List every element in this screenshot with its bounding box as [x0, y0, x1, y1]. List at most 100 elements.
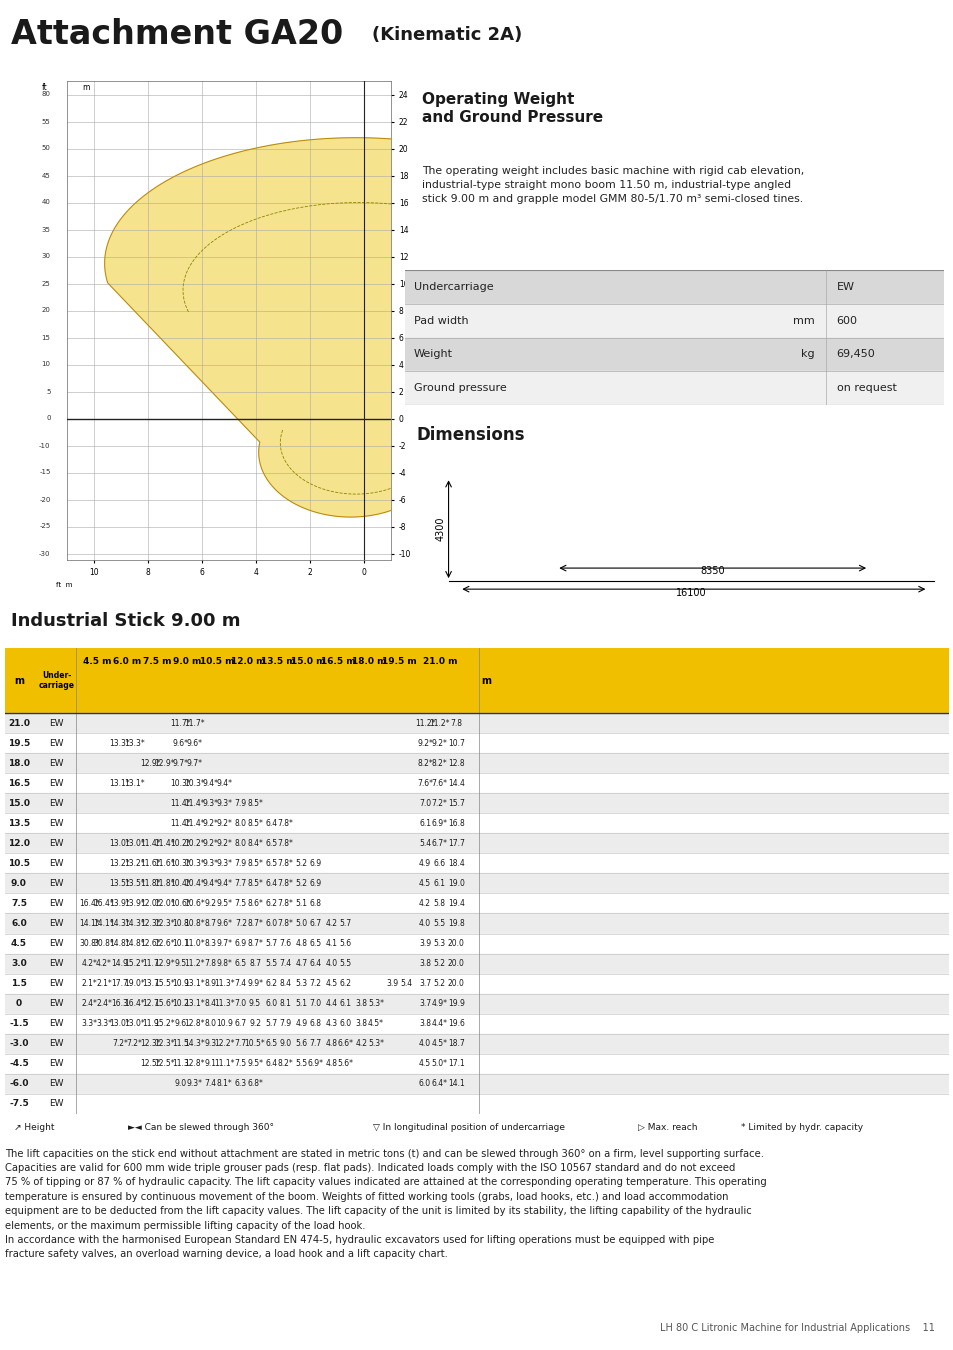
- Text: 6.0: 6.0: [418, 1079, 431, 1088]
- Text: 5.2: 5.2: [295, 859, 307, 868]
- Text: 8.5*: 8.5*: [247, 799, 263, 807]
- Text: 11.1*: 11.1*: [214, 1060, 234, 1068]
- Text: 6.0: 6.0: [265, 999, 277, 1008]
- Text: 20: 20: [42, 308, 51, 313]
- Text: 9.3*: 9.3*: [202, 799, 218, 807]
- Text: 7.2*: 7.2*: [112, 1040, 128, 1048]
- Text: 13.9*: 13.9*: [110, 899, 131, 909]
- Text: 6.4*: 6.4*: [431, 1079, 447, 1088]
- Bar: [5, 994, 948, 1014]
- Text: EW: EW: [50, 958, 64, 968]
- Text: 14.8*: 14.8*: [124, 940, 144, 948]
- Text: 10.3*: 10.3*: [184, 779, 205, 788]
- Text: 13.0*: 13.0*: [110, 1019, 131, 1029]
- Text: 14.1*: 14.1*: [93, 919, 114, 927]
- Text: 8.0: 8.0: [234, 838, 247, 848]
- Text: 600: 600: [836, 316, 857, 325]
- Text: 9.4*: 9.4*: [202, 779, 218, 788]
- Text: 19.5: 19.5: [8, 738, 30, 748]
- Text: EW: EW: [50, 738, 64, 748]
- Text: Dimensions: Dimensions: [416, 425, 524, 444]
- Bar: [5, 853, 948, 873]
- Text: 12.0*: 12.0*: [154, 899, 174, 909]
- Text: 11.6*: 11.6*: [154, 859, 174, 868]
- Text: Industrial Stick 9.00 m: Industrial Stick 9.00 m: [11, 612, 241, 630]
- Text: 9.5*: 9.5*: [216, 899, 233, 909]
- Text: 6.0: 6.0: [265, 919, 277, 927]
- Text: 6.0: 6.0: [339, 1019, 352, 1029]
- Text: The operating weight includes basic machine with rigid cab elevation,
industrial: The operating weight includes basic mach…: [421, 166, 803, 204]
- Text: 7.8: 7.8: [450, 718, 462, 728]
- Text: 8350: 8350: [700, 566, 724, 576]
- Text: 0: 0: [46, 416, 51, 421]
- Bar: [5, 648, 948, 713]
- Text: 9.7*: 9.7*: [187, 759, 202, 768]
- Bar: [5, 1053, 948, 1073]
- Text: 8.4: 8.4: [205, 999, 216, 1008]
- Text: 7.7: 7.7: [234, 1040, 247, 1048]
- Text: Ground pressure: Ground pressure: [413, 383, 506, 393]
- Text: (Kinematic 2A): (Kinematic 2A): [372, 26, 521, 45]
- Text: 4.2: 4.2: [418, 899, 431, 909]
- Text: 3.9: 3.9: [386, 979, 397, 988]
- Text: 5.3*: 5.3*: [368, 999, 383, 1008]
- Text: 21.0 m: 21.0 m: [423, 657, 457, 667]
- Text: 15.6*: 15.6*: [153, 999, 174, 1008]
- Text: 5.6*: 5.6*: [337, 1060, 354, 1068]
- Text: 4.8: 4.8: [325, 1040, 337, 1048]
- Text: 12.3*: 12.3*: [140, 919, 160, 927]
- Text: 14.8*: 14.8*: [110, 940, 131, 948]
- Text: 10.5 m: 10.5 m: [200, 657, 234, 667]
- Text: EW: EW: [50, 759, 64, 768]
- Text: -25: -25: [39, 524, 51, 529]
- Text: Attachment GA20: Attachment GA20: [11, 19, 343, 51]
- Text: 8.2*: 8.2*: [277, 1060, 293, 1068]
- Text: 9.2*: 9.2*: [216, 838, 233, 848]
- Text: 13.0*: 13.0*: [110, 838, 131, 848]
- Text: 6.5: 6.5: [265, 838, 277, 848]
- Text: 13.3*: 13.3*: [110, 738, 131, 748]
- Text: 7.7: 7.7: [234, 879, 247, 888]
- Text: 7.9: 7.9: [234, 859, 247, 868]
- Text: 16.4*: 16.4*: [93, 899, 114, 909]
- Text: 4.5: 4.5: [325, 979, 337, 988]
- Text: 5.6: 5.6: [295, 1040, 307, 1048]
- Text: 6.9: 6.9: [309, 879, 321, 888]
- Text: 21.0: 21.0: [8, 718, 30, 728]
- Bar: [5, 953, 948, 973]
- Text: 7.8*: 7.8*: [277, 838, 293, 848]
- Text: 9.7*: 9.7*: [172, 759, 189, 768]
- Text: 4.9: 4.9: [418, 859, 431, 868]
- Text: 4300: 4300: [435, 517, 445, 541]
- Text: 7.5: 7.5: [234, 1060, 247, 1068]
- Text: 10.5: 10.5: [8, 859, 30, 868]
- Text: 16100: 16100: [675, 587, 706, 598]
- Text: -4.5: -4.5: [9, 1060, 29, 1068]
- Text: 9.5: 9.5: [249, 999, 261, 1008]
- Text: 7.9: 7.9: [234, 799, 247, 807]
- Text: Pad width: Pad width: [413, 316, 468, 325]
- Bar: [5, 794, 948, 813]
- Text: 11.4*: 11.4*: [184, 819, 205, 828]
- Text: 4.8: 4.8: [325, 1060, 337, 1068]
- Text: EW: EW: [50, 1079, 64, 1088]
- Text: 7.8*: 7.8*: [277, 879, 293, 888]
- Polygon shape: [105, 138, 607, 517]
- Text: 5.2: 5.2: [295, 879, 307, 888]
- Text: 5.5: 5.5: [339, 958, 352, 968]
- Text: 2.1*: 2.1*: [82, 979, 97, 988]
- Text: 6.9: 6.9: [309, 859, 321, 868]
- Text: EW: EW: [50, 940, 64, 948]
- Text: EW: EW: [50, 819, 64, 828]
- Text: 12.3*: 12.3*: [140, 1040, 160, 1048]
- Text: 35: 35: [42, 227, 51, 232]
- Text: 6.3: 6.3: [234, 1079, 247, 1088]
- Text: 19.6: 19.6: [447, 1019, 464, 1029]
- Text: 7.8*: 7.8*: [277, 859, 293, 868]
- Text: 7.8*: 7.8*: [277, 819, 293, 828]
- Text: 8.1: 8.1: [279, 999, 291, 1008]
- Text: 15.7: 15.7: [447, 799, 464, 807]
- Text: 7.2*: 7.2*: [431, 799, 447, 807]
- Text: 6.4: 6.4: [309, 958, 321, 968]
- Text: 30: 30: [42, 254, 51, 259]
